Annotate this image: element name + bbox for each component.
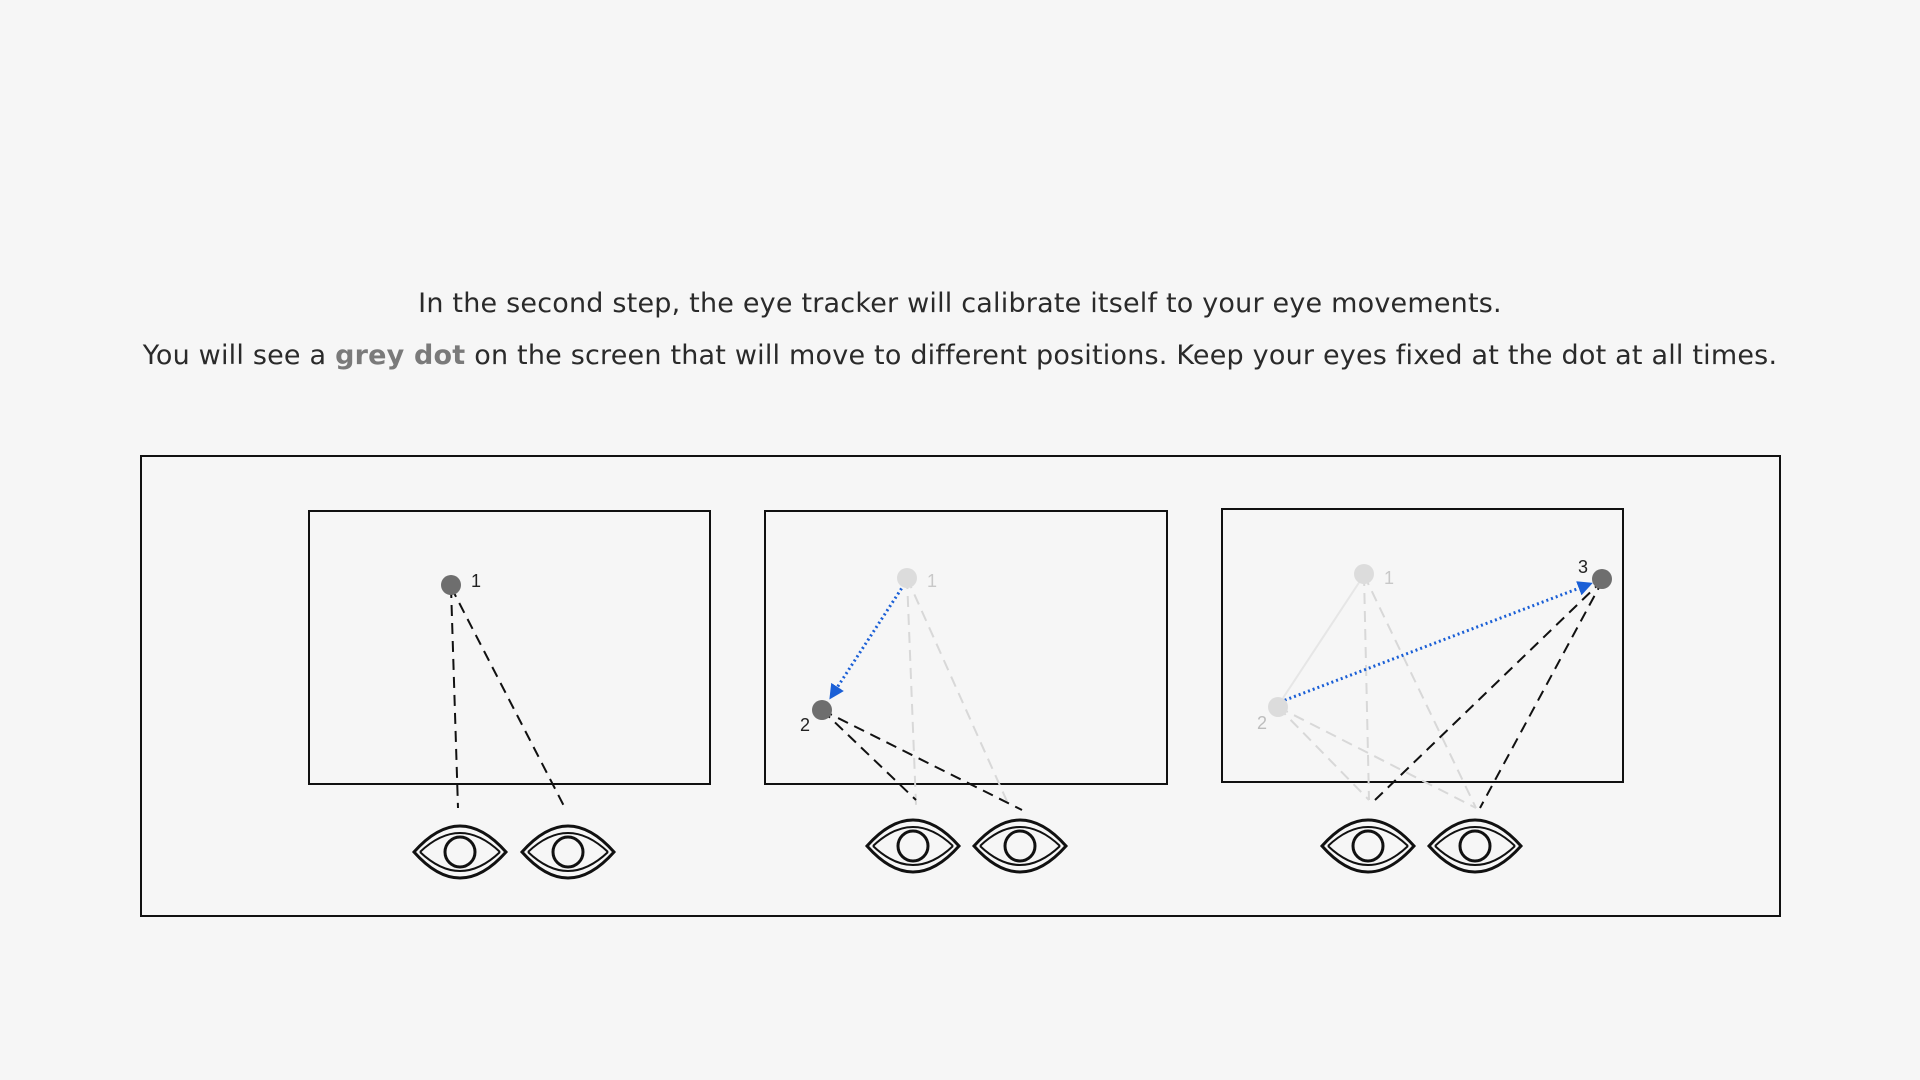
instruction-text-after: on the screen that will move to differen…: [474, 340, 1778, 371]
gaze-line: [450, 586, 459, 809]
eye-icon: [1320, 818, 1416, 874]
instructions: In the second step, the eye tracker will…: [0, 278, 1920, 382]
faded-gaze-line: [906, 577, 917, 806]
dot-label: 3: [1578, 557, 1588, 577]
instruction-line-1: In the second step, the eye tracker will…: [418, 288, 1502, 319]
outer-frame: [140, 455, 1781, 917]
eye-icon: [1427, 818, 1523, 874]
gaze-line: [450, 586, 567, 811]
screen-rect: [764, 510, 1168, 785]
eye-icon: [865, 818, 961, 874]
grey-dot-highlight: grey dot: [335, 340, 466, 371]
instruction-text-before: You will see a: [142, 340, 327, 371]
gaze-line: [1374, 579, 1604, 801]
calibration-panel-1: 1: [308, 510, 711, 880]
dot-label: 1: [1384, 568, 1394, 588]
eye-icon: [520, 824, 616, 880]
gaze-line: [821, 709, 917, 801]
calibration-dot-faded: [1354, 564, 1374, 584]
calibration-panel-3: 1 2 3: [1221, 508, 1624, 874]
calibration-panel-2: 1 2: [764, 510, 1168, 874]
instruction-line-2: You will see a grey dot on the screen th…: [0, 330, 1920, 382]
eye-icon: [972, 818, 1068, 874]
gaze-line: [821, 709, 1023, 811]
faded-gaze-line: [1277, 706, 1370, 801]
calibration-dot: [812, 700, 832, 720]
dot-label: 1: [471, 571, 481, 591]
faded-gaze-line: [1363, 574, 1370, 801]
eye-icon: [412, 824, 508, 880]
calibration-dot-faded: [897, 568, 917, 588]
gaze-line: [1479, 579, 1604, 809]
faded-gaze-line: [1363, 574, 1477, 809]
dot-label: 2: [1257, 713, 1267, 733]
calibration-dot: [1592, 569, 1612, 589]
screen-rect: [308, 510, 711, 785]
calibration-dot: [441, 575, 461, 595]
faded-gaze-line: [906, 577, 1011, 809]
faded-movement-line: [1282, 574, 1365, 699]
faded-gaze-line: [1277, 706, 1477, 809]
screen-rect: [1221, 508, 1624, 783]
movement-arrow: [829, 579, 909, 700]
movement-arrow: [1279, 581, 1593, 704]
calibration-dot-faded: [1268, 697, 1288, 717]
dot-label: 1: [927, 571, 937, 591]
dot-label: 2: [800, 715, 810, 735]
